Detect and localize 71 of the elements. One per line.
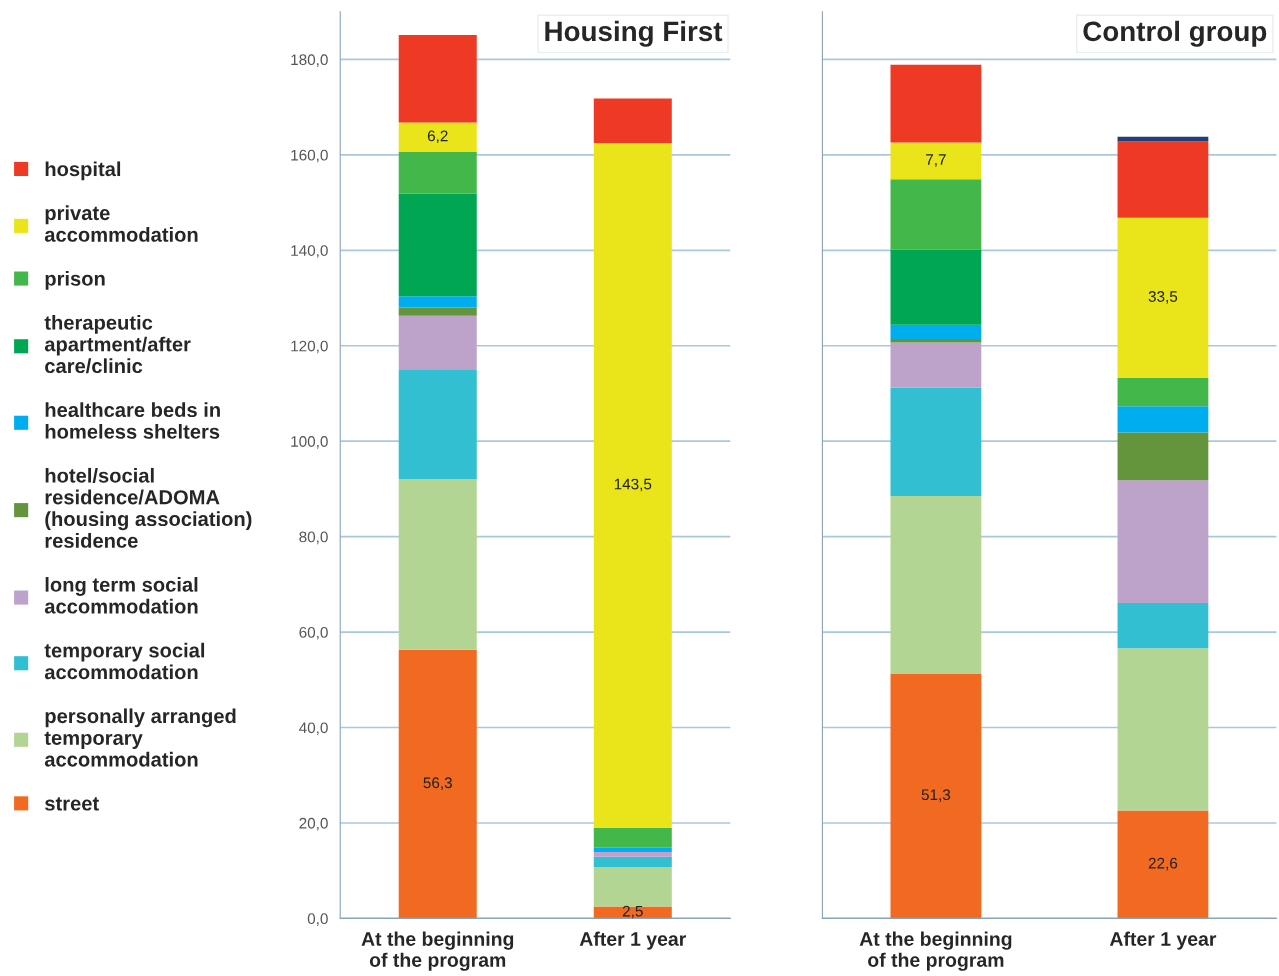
y-tick-label: 180,0 [291, 54, 328, 67]
bar [1117, 480, 1209, 603]
data-label: 56,3 [423, 777, 452, 790]
bar [398, 370, 477, 479]
bar [890, 673, 982, 919]
x-tick-label: At the beginning of the program [859, 931, 1012, 971]
bar [593, 866, 672, 907]
y-tick-label: 80,0 [299, 531, 328, 545]
data-label: 2,5 [622, 905, 643, 919]
data-label: 51,3 [921, 789, 951, 802]
bar [398, 193, 477, 297]
x-tick-label: At the beginning of the program [361, 931, 514, 971]
bar [890, 387, 982, 497]
bar [1117, 217, 1209, 378]
bar [1117, 648, 1209, 811]
bar [398, 35, 477, 123]
y-tick-label: 0,0 [307, 913, 328, 926]
bar [890, 324, 982, 340]
bar [593, 98, 672, 143]
bar [398, 315, 477, 371]
bar [593, 852, 672, 857]
bar [398, 122, 477, 153]
data-label: 33,5 [1148, 291, 1178, 304]
y-tick-label: 60,0 [299, 626, 328, 640]
bar [593, 827, 672, 848]
bar [1117, 141, 1209, 218]
bar [398, 649, 477, 919]
chart-title: Control group [1083, 20, 1267, 47]
data-label: 7,7 [926, 154, 946, 167]
bar [1117, 406, 1209, 433]
bar [593, 906, 672, 919]
y-tick-label: 160,0 [291, 149, 328, 163]
y-tick-label: 20,0 [299, 817, 328, 831]
legend-label: street [45, 797, 99, 811]
bar [890, 342, 982, 388]
bar [1117, 136, 1209, 142]
legend-label: hotel/social residence/ADOMA (housing association) residence [45, 467, 252, 548]
bar [398, 478, 477, 650]
bar [593, 856, 672, 867]
x-tick-label: After 1 year [1109, 931, 1217, 950]
x-tick-label: After 1 year [579, 931, 686, 950]
y-tick-label: 120,0 [291, 340, 328, 354]
legend-label: prison [45, 271, 105, 290]
chart-title: Housing First [545, 20, 723, 47]
bar [1117, 602, 1209, 649]
bar [398, 152, 477, 194]
bar [890, 496, 982, 674]
legend-label: hospital [45, 161, 121, 181]
y-tick-label: 40,0 [299, 722, 328, 736]
bar [398, 307, 477, 316]
y-tick-label: 100,0 [291, 436, 328, 449]
legend-label: temporary social accommodation [44, 642, 205, 680]
bar [398, 296, 477, 308]
y-tick-label: 140,0 [291, 245, 328, 258]
legend-label: private accommodation [44, 205, 198, 242]
bar [593, 142, 672, 828]
legend-label: long term social accommodation [44, 577, 198, 614]
bar [890, 249, 982, 325]
bar [1117, 377, 1209, 407]
bar [890, 64, 982, 143]
data-label: 143,5 [614, 478, 652, 492]
data-label: 6,2 [427, 130, 448, 144]
bar [1117, 810, 1209, 919]
bar [1117, 432, 1209, 481]
bar [890, 179, 982, 250]
legend-label: healthcare beds in homeless shelters [45, 402, 220, 439]
legend-label: therapeutic apartment/after care/clinic [44, 314, 191, 374]
bar [593, 847, 672, 853]
bar [890, 142, 982, 180]
data-label: 22,6 [1148, 857, 1178, 871]
legend-label: personally arranged temporary accommodation [44, 708, 236, 767]
